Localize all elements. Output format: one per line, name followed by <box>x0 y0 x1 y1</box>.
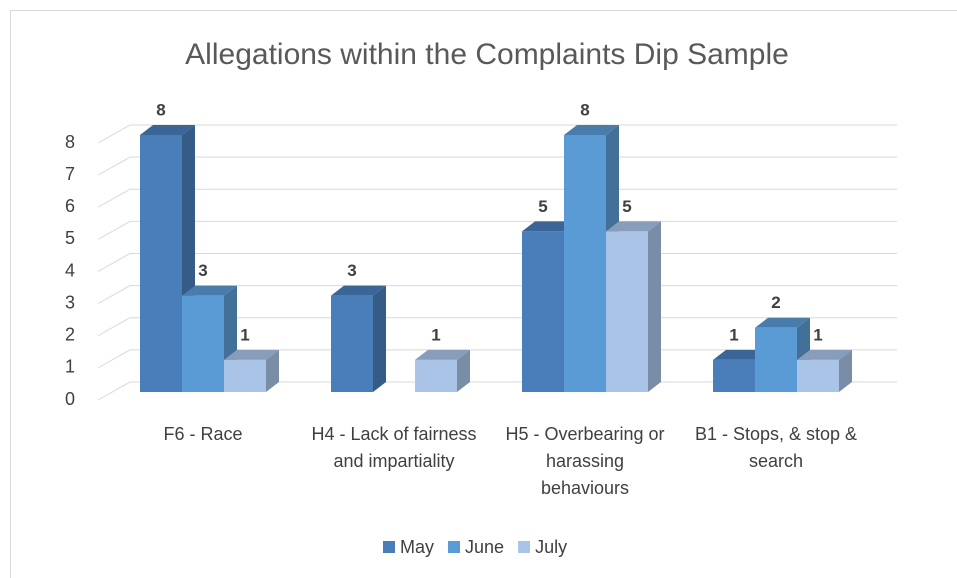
bar-front <box>606 231 648 392</box>
legend: May June July <box>383 537 567 557</box>
legend-label: May <box>400 537 434 557</box>
bar-top <box>415 349 470 360</box>
data-label: 3 <box>347 261 356 280</box>
bar-front <box>522 231 564 392</box>
bar-top <box>182 285 237 296</box>
x-tick-label: H5 - Overbearing or harassing behaviours <box>505 424 665 498</box>
data-label: 8 <box>156 100 165 119</box>
grid-line <box>97 220 897 240</box>
chart-border <box>10 10 957 578</box>
data-label: 8 <box>580 100 589 119</box>
data-label: 5 <box>538 197 547 216</box>
bar-front <box>755 327 797 392</box>
y-tick-label: 4 <box>65 260 75 280</box>
data-label: 1 <box>240 325 249 344</box>
y-tick-label: 5 <box>65 228 75 248</box>
chart-title: Allegations within the Complaints Dip Sa… <box>185 38 789 71</box>
x-tick-label: H4 - Lack of fairness and impartiality <box>311 424 477 471</box>
bar-side <box>266 349 279 392</box>
legend-label: June <box>465 537 504 557</box>
y-tick-label: 0 <box>65 389 75 409</box>
grid-line <box>97 188 897 208</box>
bar-front <box>331 295 373 392</box>
bar-front <box>797 359 839 392</box>
y-tick-label: 8 <box>65 132 75 152</box>
bar-top <box>564 125 619 135</box>
bar-side <box>839 349 852 392</box>
bar-front <box>564 135 606 392</box>
bar-top <box>713 349 768 360</box>
bar-front <box>415 359 457 392</box>
bar-top <box>224 349 279 360</box>
bar <box>606 221 661 392</box>
y-tick-label: 3 <box>65 292 75 312</box>
data-label: 2 <box>771 293 780 312</box>
data-label: 1 <box>431 325 440 344</box>
bar-top <box>755 317 810 328</box>
bar-top <box>797 349 852 360</box>
bar <box>797 349 852 392</box>
bar-front <box>224 359 266 392</box>
data-label: 1 <box>729 325 738 344</box>
legend-label: July <box>535 537 567 557</box>
bar <box>224 349 279 392</box>
bar-front <box>182 295 224 392</box>
bar-top <box>331 285 386 296</box>
grid-line <box>97 253 897 272</box>
legend-swatch <box>518 541 531 553</box>
data-label: 5 <box>622 197 631 216</box>
bar-top <box>606 221 661 232</box>
legend-swatch <box>448 541 461 553</box>
legend-swatch <box>383 541 395 553</box>
bar-front <box>713 359 755 392</box>
bar-top <box>522 221 577 232</box>
y-tick-label: 2 <box>65 325 75 345</box>
x-tick-label: B1 - Stops, & stop & search <box>694 424 858 471</box>
y-tick-label: 7 <box>65 164 75 184</box>
grid-line <box>97 124 897 144</box>
bar-front <box>140 135 182 392</box>
bar-top <box>140 125 195 135</box>
bar <box>415 349 470 392</box>
bar <box>331 285 386 392</box>
bar-side <box>373 285 386 392</box>
y-tick-label: 1 <box>65 357 75 377</box>
bar-side <box>457 349 470 392</box>
grid-line <box>97 156 897 176</box>
y-tick-label: 6 <box>65 196 75 216</box>
data-label: 1 <box>813 325 822 344</box>
bar-side <box>648 221 661 392</box>
x-tick-label: F6 - Race <box>163 424 243 444</box>
data-label: 3 <box>198 261 207 280</box>
